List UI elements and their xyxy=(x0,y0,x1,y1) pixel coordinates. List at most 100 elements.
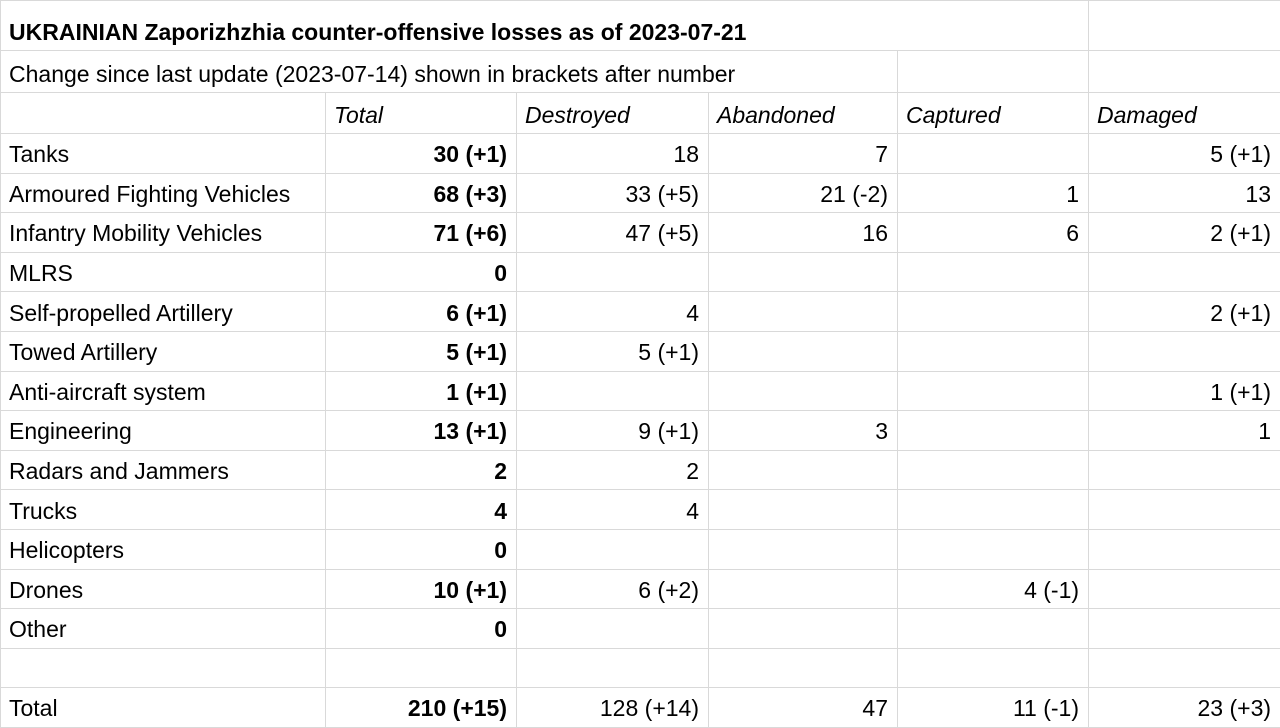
cell-total: 4 xyxy=(325,489,517,530)
cell-total: 0 xyxy=(325,528,517,570)
column-header-row: Total Destroyed Abandoned Captured Damag… xyxy=(0,92,1280,134)
cell-damaged: 2 (+1) xyxy=(1088,291,1280,332)
cell-captured: 11 (-1) xyxy=(896,687,1090,728)
cell-damaged xyxy=(1088,330,1280,372)
row-label: Infantry Mobility Vehicles xyxy=(0,212,326,253)
cell-captured xyxy=(896,330,1090,372)
table-row-tanks: Tanks 30 (+1) 18 7 5 (+1) xyxy=(0,133,1280,174)
cell-damaged: 5 (+1) xyxy=(1088,133,1280,174)
page-title: UKRAINIAN Zaporizhzhia counter-offensive… xyxy=(0,0,1090,51)
row-label: Towed Artillery xyxy=(0,330,326,372)
table-row-engineering: Engineering 13 (+1) 9 (+1) 3 1 xyxy=(0,410,1280,451)
cell-damaged xyxy=(1088,608,1280,649)
empty-cell xyxy=(0,647,326,689)
row-label: MLRS xyxy=(0,251,326,293)
cell-captured: 4 (-1) xyxy=(896,568,1090,610)
cell-captured xyxy=(896,528,1090,570)
title-row: UKRAINIAN Zaporizhzhia counter-offensive… xyxy=(0,0,1280,51)
cell-destroyed xyxy=(516,251,709,293)
table-row-spacer xyxy=(0,647,1280,689)
cell-destroyed: 33 (+5) xyxy=(516,172,709,214)
row-label: Armoured Fighting Vehicles xyxy=(0,172,326,214)
cell-damaged: 2 (+1) xyxy=(1088,212,1280,253)
subtitle-row: Change since last update (2023-07-14) sh… xyxy=(0,50,1280,93)
cell-total: 1 (+1) xyxy=(325,370,517,412)
cell-abandoned: 7 xyxy=(708,133,898,174)
cell-abandoned: 21 (-2) xyxy=(708,172,898,214)
table-row-grand-total: Total 210 (+15) 128 (+14) 47 11 (-1) 23 … xyxy=(0,687,1280,728)
cell-total: 30 (+1) xyxy=(325,133,517,174)
cell-abandoned: 16 xyxy=(708,212,898,253)
empty-cell xyxy=(1088,647,1280,689)
table-row-sp-artillery: Self-propelled Artillery 6 (+1) 4 2 (+1) xyxy=(0,291,1280,332)
cell-abandoned xyxy=(708,291,898,332)
cell-captured xyxy=(896,489,1090,530)
col-header-blank xyxy=(0,92,326,134)
row-label: Self-propelled Artillery xyxy=(0,291,326,332)
cell-damaged: 1 xyxy=(1088,410,1280,451)
cell-destroyed xyxy=(516,370,709,412)
page-subtitle: Change since last update (2023-07-14) sh… xyxy=(0,50,898,93)
row-label: Total xyxy=(0,687,326,728)
cell-captured xyxy=(896,251,1090,293)
empty-cell xyxy=(325,647,517,689)
cell-abandoned xyxy=(708,251,898,293)
cell-destroyed: 128 (+14) xyxy=(516,687,709,728)
col-header-captured: Captured xyxy=(896,92,1090,134)
table-row-towed-artillery: Towed Artillery 5 (+1) 5 (+1) xyxy=(0,330,1280,372)
cell-total: 68 (+3) xyxy=(325,172,517,214)
row-label: Drones xyxy=(0,568,326,610)
cell-damaged xyxy=(1088,568,1280,610)
table-row-helicopters: Helicopters 0 xyxy=(0,528,1280,570)
cell-damaged: 1 (+1) xyxy=(1088,370,1280,412)
cell-captured xyxy=(896,291,1090,332)
cell-destroyed: 6 (+2) xyxy=(516,568,709,610)
table-row-imv: Infantry Mobility Vehicles 71 (+6) 47 (+… xyxy=(0,212,1280,253)
cell-total: 2 xyxy=(325,449,517,491)
cell-abandoned xyxy=(708,528,898,570)
cell-damaged: 13 xyxy=(1088,172,1280,214)
empty-cell xyxy=(708,647,898,689)
cell-captured xyxy=(896,608,1090,649)
row-label: Other xyxy=(0,608,326,649)
cell-total: 13 (+1) xyxy=(325,410,517,451)
cell-destroyed xyxy=(516,528,709,570)
table-row-drones: Drones 10 (+1) 6 (+2) 4 (-1) xyxy=(0,568,1280,610)
empty-cell xyxy=(896,647,1090,689)
cell-abandoned xyxy=(708,330,898,372)
cell-damaged xyxy=(1088,449,1280,491)
cell-captured: 1 xyxy=(896,172,1090,214)
cell-destroyed: 47 (+5) xyxy=(516,212,709,253)
empty-cell xyxy=(516,647,709,689)
cell-destroyed: 4 xyxy=(516,489,709,530)
col-header-destroyed: Destroyed xyxy=(516,92,709,134)
cell-destroyed: 5 (+1) xyxy=(516,330,709,372)
cell-destroyed: 4 xyxy=(516,291,709,332)
cell-abandoned: 47 xyxy=(708,687,898,728)
cell-abandoned xyxy=(708,568,898,610)
table-row-mlrs: MLRS 0 xyxy=(0,251,1280,293)
cell-abandoned xyxy=(708,608,898,649)
cell-destroyed xyxy=(516,608,709,649)
cell-abandoned xyxy=(708,370,898,412)
empty-cell xyxy=(1088,0,1280,51)
row-label: Engineering xyxy=(0,410,326,451)
cell-damaged: 23 (+3) xyxy=(1088,687,1280,728)
cell-captured xyxy=(896,133,1090,174)
empty-cell xyxy=(896,50,1090,93)
row-label: Radars and Jammers xyxy=(0,449,326,491)
cell-total: 6 (+1) xyxy=(325,291,517,332)
cell-captured xyxy=(896,370,1090,412)
empty-cell xyxy=(1088,50,1280,93)
cell-abandoned xyxy=(708,449,898,491)
table-row-trucks: Trucks 4 4 xyxy=(0,489,1280,530)
cell-captured: 6 xyxy=(896,212,1090,253)
cell-damaged xyxy=(1088,251,1280,293)
cell-total: 10 (+1) xyxy=(325,568,517,610)
cell-abandoned: 3 xyxy=(708,410,898,451)
cell-damaged xyxy=(1088,528,1280,570)
cell-total: 210 (+15) xyxy=(325,687,517,728)
row-label: Trucks xyxy=(0,489,326,530)
table-row-other: Other 0 xyxy=(0,608,1280,649)
